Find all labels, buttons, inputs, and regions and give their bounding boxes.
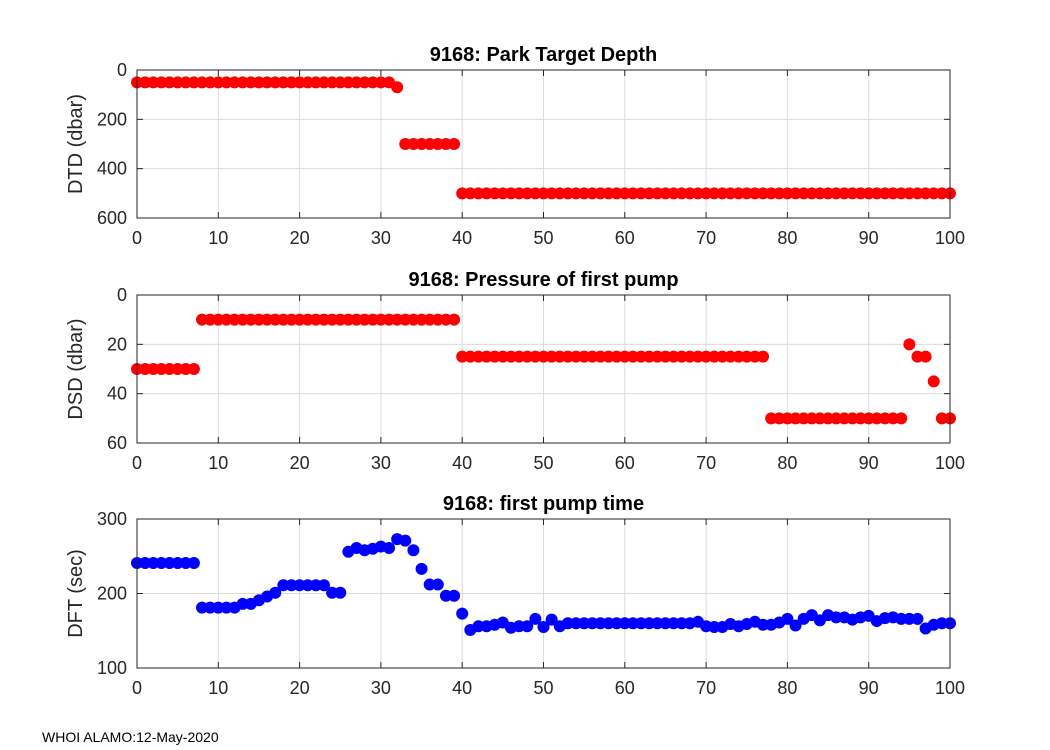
- data-point: [415, 562, 428, 575]
- x-tick-label: 70: [696, 453, 716, 473]
- data-point: [187, 556, 200, 569]
- data-point: [537, 621, 550, 634]
- data-point: [391, 81, 404, 94]
- data-point: [334, 586, 347, 599]
- x-tick-label: 30: [371, 453, 391, 473]
- data-point: [187, 363, 200, 375]
- y-tick-label: 40: [107, 384, 127, 404]
- x-tick-label: 0: [132, 453, 142, 473]
- y-tick-label: 200: [97, 584, 127, 604]
- x-tick-label: 50: [533, 228, 553, 248]
- y-tick-label: 400: [97, 159, 127, 179]
- x-tick-label: 20: [290, 678, 310, 698]
- data-point: [927, 375, 940, 388]
- x-tick-label: 90: [859, 228, 879, 248]
- data-point: [903, 338, 916, 351]
- data-point: [781, 612, 794, 625]
- x-tick-label: 10: [208, 453, 228, 473]
- data-point: [399, 534, 412, 547]
- y-axis-label: DFT (sec): [65, 549, 87, 638]
- footer-label: WHOI ALAMO:12-May-2020: [42, 729, 219, 745]
- chart-panel-3: 0 10 20 30 40 50 60 70 80 90 100 100 200 300 9168: fir…: [65, 493, 965, 698]
- x-tick-label: 50: [533, 678, 553, 698]
- chart-title: 9168: Park Target Depth: [430, 44, 658, 66]
- y-axis-label: DTD (dbar): [65, 94, 87, 194]
- data-point: [448, 589, 461, 602]
- x-tick-label: 100: [935, 678, 965, 698]
- data-point: [911, 612, 924, 625]
- x-tick-label: 20: [290, 453, 310, 473]
- x-tick-label: 80: [777, 453, 797, 473]
- data-point: [317, 579, 330, 592]
- data-point: [383, 542, 396, 555]
- x-tick-label: 10: [208, 678, 228, 698]
- y-tick-label: 300: [97, 509, 127, 529]
- x-tick-label: 0: [132, 228, 142, 248]
- y-tick-label: 200: [97, 109, 127, 129]
- y-tick-label: 100: [97, 658, 127, 678]
- data-point: [407, 544, 420, 557]
- x-tick-label: 40: [452, 228, 472, 248]
- x-tick-label: 10: [208, 228, 228, 248]
- data-point: [456, 607, 469, 620]
- x-tick-label: 40: [452, 453, 472, 473]
- data-point: [757, 350, 770, 363]
- y-tick-label: 0: [117, 285, 127, 305]
- x-tick-label: 50: [533, 453, 553, 473]
- data-point: [431, 578, 444, 591]
- y-axis-label: DSD (dbar): [65, 318, 87, 419]
- data-point: [529, 612, 542, 625]
- data-point: [448, 138, 461, 150]
- x-tick-label: 90: [859, 453, 879, 473]
- x-tick-label: 80: [777, 678, 797, 698]
- x-tick-label: 60: [615, 453, 635, 473]
- y-tick-label: 60: [107, 433, 127, 453]
- x-tick-label: 100: [935, 228, 965, 248]
- data-point: [269, 586, 282, 599]
- y-tick-label: 0: [117, 60, 127, 80]
- x-tick-label: 100: [935, 453, 965, 473]
- x-tick-label: 60: [615, 678, 635, 698]
- chart-panel-1: 0 10 20 30 40 50 60 70 80 90 100 0 200 400 600 9168: Pa…: [65, 44, 965, 248]
- x-tick-label: 70: [696, 678, 716, 698]
- chart-title: 9168: Pressure of first pump: [408, 269, 678, 291]
- chart-panel-2: 0 10 20 30 40 50 60 70 80 90 100 0 20 40 60 9168: Press…: [65, 269, 965, 473]
- y-tick-label: 20: [107, 334, 127, 354]
- data-point: [895, 412, 908, 425]
- x-tick-label: 60: [615, 228, 635, 248]
- data-point: [919, 350, 932, 363]
- x-tick-label: 40: [452, 678, 472, 698]
- data-point: [448, 313, 461, 326]
- chart-title: 9168: first pump time: [443, 493, 644, 515]
- data-point: [545, 613, 558, 626]
- x-tick-label: 30: [371, 228, 391, 248]
- y-tick-label: 600: [97, 208, 127, 228]
- x-tick-label: 20: [290, 228, 310, 248]
- x-tick-label: 30: [371, 678, 391, 698]
- x-tick-label: 0: [132, 678, 142, 698]
- x-tick-label: 90: [859, 678, 879, 698]
- data-point: [521, 620, 534, 633]
- x-tick-label: 80: [777, 228, 797, 248]
- data-point: [789, 619, 802, 632]
- x-tick-label: 70: [696, 228, 716, 248]
